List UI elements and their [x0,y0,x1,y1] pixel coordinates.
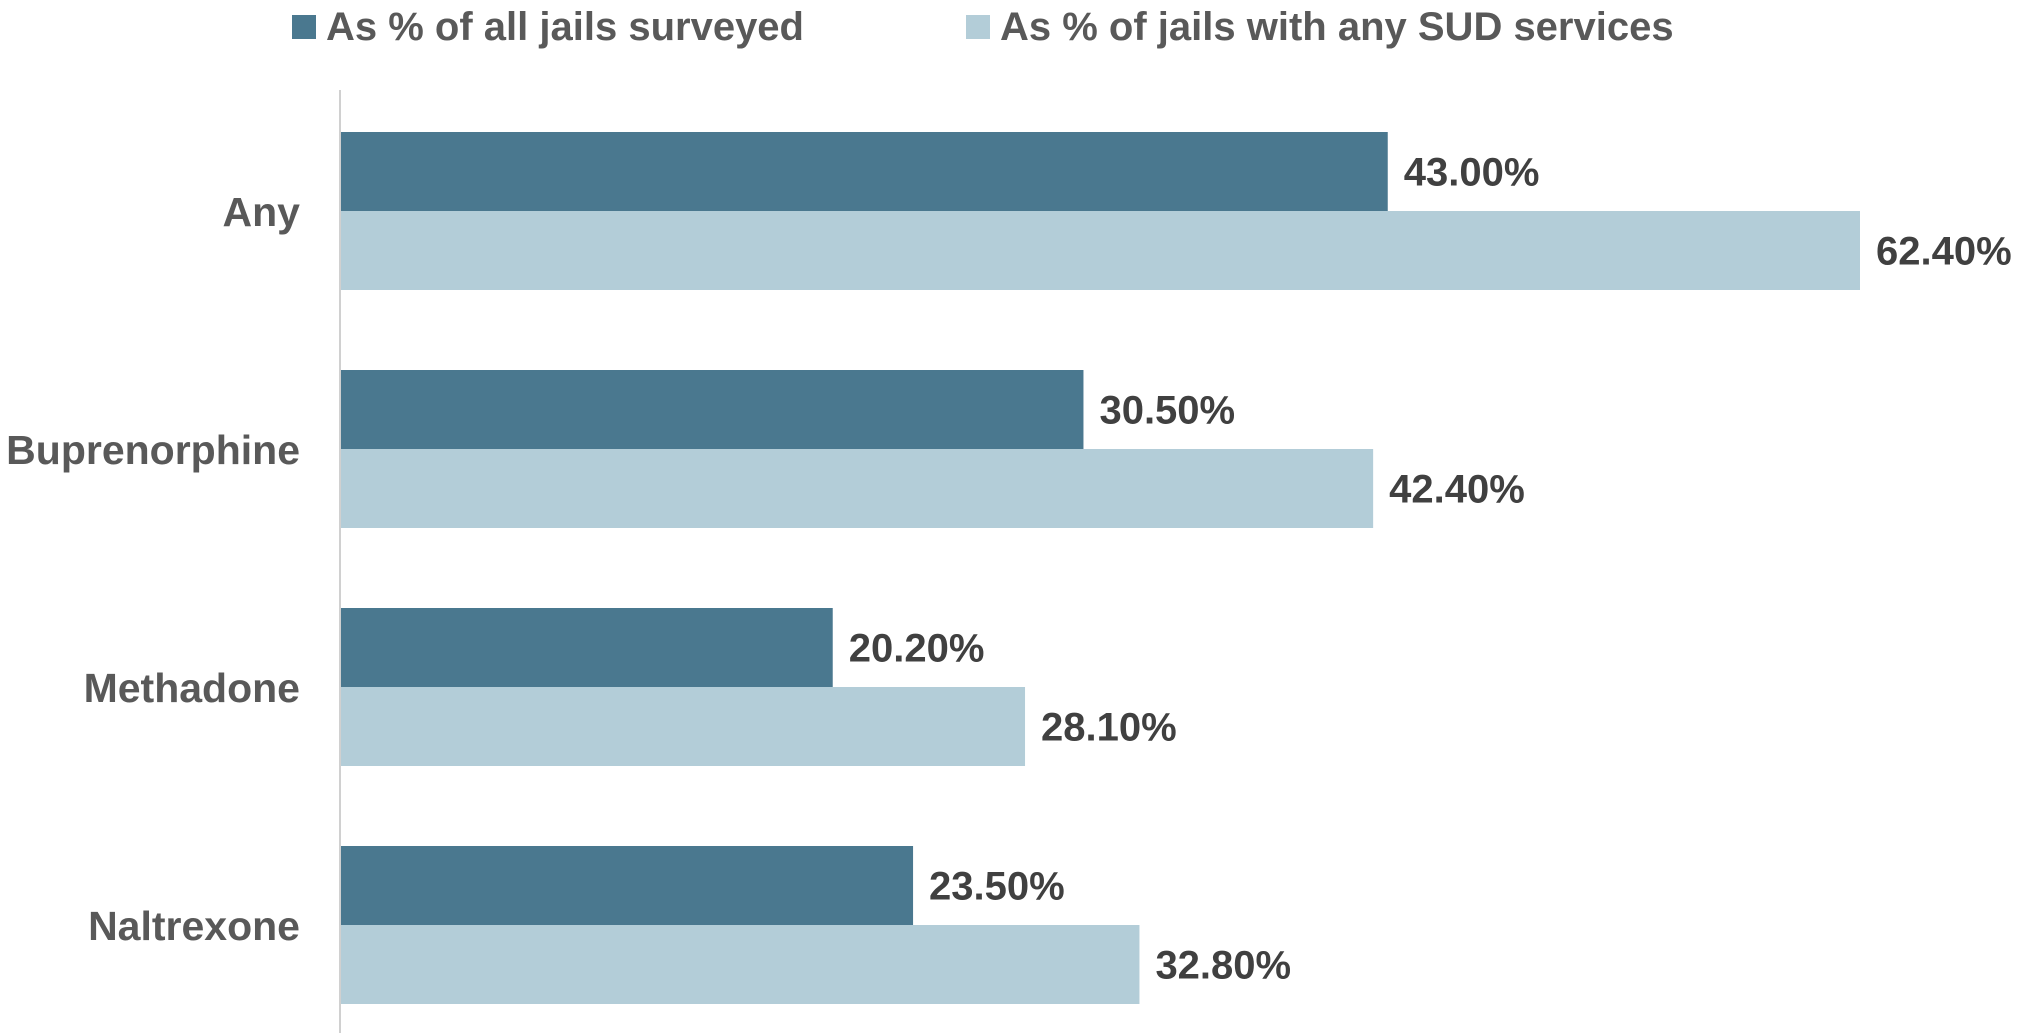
legend-swatch-sud-jails [966,15,990,39]
category-label-methadone: Methadone [84,665,300,711]
data-label-naltrexone-all-jails: 23.50% [929,865,1065,909]
bar-buprenorphine-all-jails [341,370,1084,449]
bar-any-sud-jails [341,211,1860,290]
legend: As % of all jails surveyed As % of jails… [292,5,1674,49]
bar-any-all-jails [341,132,1388,211]
data-label-any-all-jails: 43.00% [1404,151,1540,195]
data-label-naltrexone-sud-jails: 32.80% [1155,944,1291,988]
legend-swatch-all-jails [292,15,316,39]
category-label-buprenorphine: Buprenorphine [6,427,300,473]
legend-label-sud-jails: As % of jails with any SUD services [1000,5,1674,49]
category-label-naltrexone: Naltrexone [88,903,300,949]
bar-naltrexone-all-jails [341,846,914,925]
category-label-any: Any [223,189,301,235]
data-label-buprenorphine-all-jails: 30.50% [1099,389,1235,433]
plot-area: Any 43.00% 62.40% Buprenorphine 30.50% 42.40%… [6,132,2012,1004]
data-label-methadone-all-jails: 20.20% [849,627,985,671]
bar-buprenorphine-sud-jails [341,449,1374,528]
bar-naltrexone-sud-jails [341,925,1140,1004]
data-label-any-sud-jails: 62.40% [1876,230,2012,274]
data-label-methadone-sud-jails: 28.10% [1041,706,1177,750]
legend-label-all-jails: As % of all jails surveyed [326,5,804,49]
bar-methadone-all-jails [341,608,833,687]
data-label-buprenorphine-sud-jails: 42.40% [1389,468,1525,512]
bar-methadone-sud-jails [341,687,1026,766]
